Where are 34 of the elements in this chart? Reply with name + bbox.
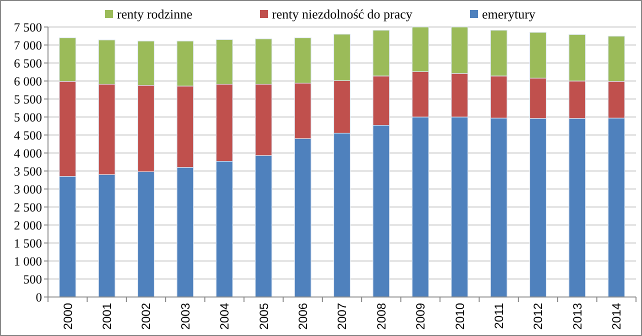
- x-tick-label: 2005: [256, 302, 271, 330]
- y-tick-label: 7 500: [14, 20, 42, 34]
- x-tick-label: 2013: [570, 302, 584, 330]
- y-tick-label: 5 500: [14, 92, 42, 106]
- x-tick-label: 2001: [100, 302, 114, 330]
- x-tick-label: 2010: [452, 302, 467, 330]
- y-tick-label: 1 500: [14, 236, 42, 250]
- y-tick-label: 4 000: [14, 146, 42, 160]
- y-tick-label: 500: [23, 272, 42, 286]
- x-tick-label: 2003: [178, 302, 192, 330]
- y-tick-label: 7 000: [14, 38, 42, 52]
- x-tick-label: 2008: [374, 302, 388, 330]
- x-tick-label: 2007: [335, 302, 350, 330]
- y-tick-label: 3 000: [14, 182, 42, 196]
- x-tick-label: 2006: [296, 302, 310, 330]
- x-tick-label: 2014: [610, 302, 624, 330]
- y-tick-label: 2 500: [14, 200, 42, 214]
- legend-label: emerytury: [482, 6, 536, 22]
- y-tick-label: 1 000: [14, 254, 42, 268]
- x-tick-label: 2009: [414, 302, 428, 330]
- y-tick-label: 2 000: [14, 218, 42, 232]
- y-tick-label: 6 000: [14, 74, 42, 88]
- y-tick-label: 3 500: [14, 164, 42, 178]
- x-tick-label: 2000: [60, 302, 75, 330]
- x-tick-label: 2002: [139, 302, 154, 330]
- y-tick-label: 5 000: [14, 110, 42, 124]
- y-tick-label: 0: [36, 290, 42, 304]
- x-tick-label: 2012: [531, 302, 546, 330]
- y-tick-label: 4 500: [14, 128, 42, 142]
- legend-label: renty niezdolność do pracy: [272, 6, 413, 22]
- y-tick-label: 6 500: [14, 56, 42, 70]
- x-tick-label: 2011: [492, 302, 506, 329]
- legend-label: renty rodzinne: [117, 6, 193, 22]
- x-tick-label: 2004: [218, 302, 232, 330]
